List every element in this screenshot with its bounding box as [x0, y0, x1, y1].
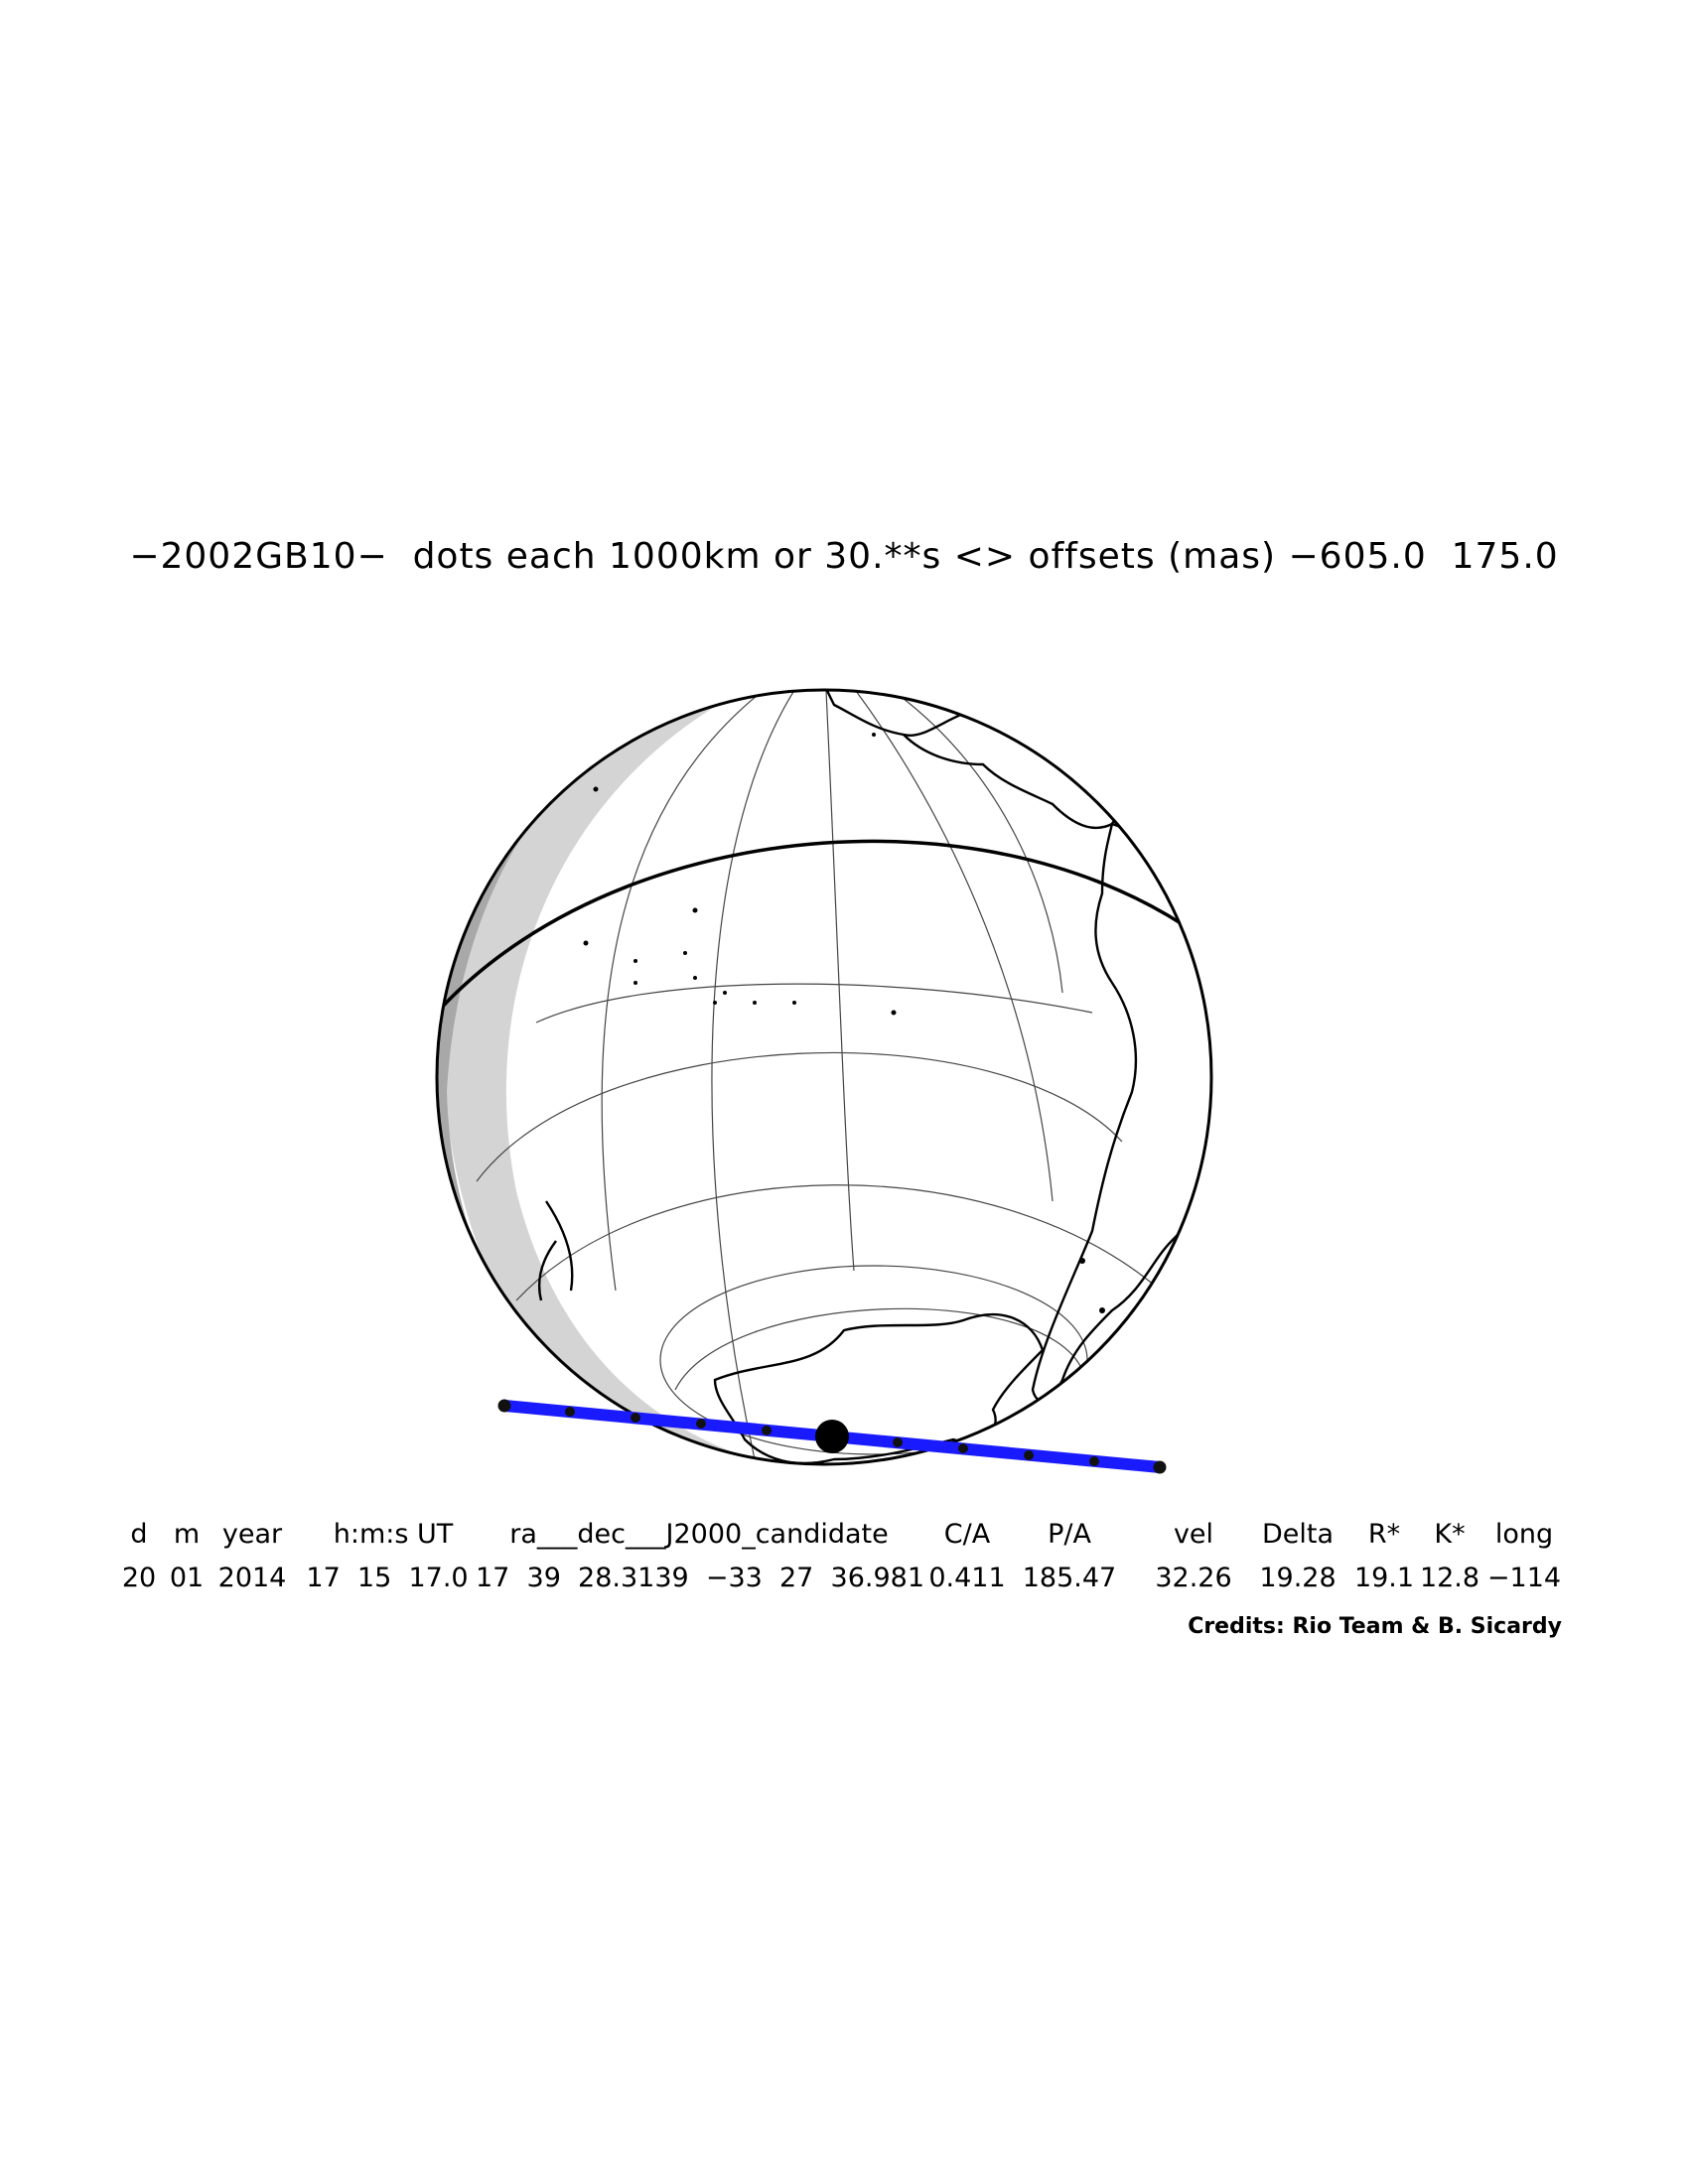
occultation-data-table: d m year h:m:s UT ra___dec___J2000_candi… [0, 1519, 1688, 1606]
header-m: m [173, 1519, 201, 1550]
header-coords: ra___dec___J2000_candidate [509, 1519, 889, 1550]
header-long: long [1494, 1519, 1554, 1550]
table-value-row: 20 01 2014 17 15 17.0 17 39 28.3139 −33 … [0, 1563, 1688, 1606]
header-k: K* [1434, 1519, 1466, 1550]
chart-title: −2002GB10− dots each 1000km or 30.**s <>… [129, 536, 1559, 577]
value-year: 2014 [217, 1563, 287, 1593]
header-r: R* [1367, 1519, 1401, 1550]
value-ca: 0.411 [928, 1563, 1006, 1593]
header-delta: Delta [1261, 1519, 1335, 1550]
globe [437, 690, 1211, 1464]
value-time: 17 15 17.0 [306, 1563, 469, 1593]
value-m: 01 [169, 1563, 205, 1593]
shadow-path [497, 1399, 1167, 1474]
value-long: −114 [1486, 1563, 1562, 1593]
path-dots [497, 1399, 1167, 1474]
value-r: 19.1 [1353, 1563, 1415, 1593]
antarctica [713, 1312, 1045, 1464]
value-d: 20 [121, 1563, 157, 1593]
value-pa: 185.47 [1022, 1563, 1117, 1593]
header-vel: vel [1173, 1519, 1214, 1550]
header-pa: P/A [1048, 1519, 1091, 1550]
closest-approach-dot [815, 1420, 849, 1453]
twilight-shade [446, 690, 755, 1464]
value-k: 12.8 [1419, 1563, 1480, 1593]
table-header-row: d m year h:m:s UT ra___dec___J2000_candi… [0, 1519, 1688, 1563]
value-coords: 17 39 28.3139 −33 27 36.981 [476, 1563, 924, 1593]
credits: Credits: Rio Team & B. Sicardy [1188, 1614, 1562, 1639]
islands [583, 733, 1105, 1313]
globe-outline [435, 688, 1213, 1466]
header-ca: C/A [943, 1519, 991, 1550]
header-time: h:m:s UT [333, 1519, 454, 1550]
new-zealand [537, 1200, 574, 1301]
header-year: year [221, 1519, 283, 1550]
south-america [1031, 822, 1211, 1403]
value-vel: 32.26 [1155, 1563, 1232, 1593]
graticule [476, 690, 1173, 1460]
value-delta: 19.28 [1259, 1563, 1336, 1593]
header-d: d [130, 1519, 148, 1550]
